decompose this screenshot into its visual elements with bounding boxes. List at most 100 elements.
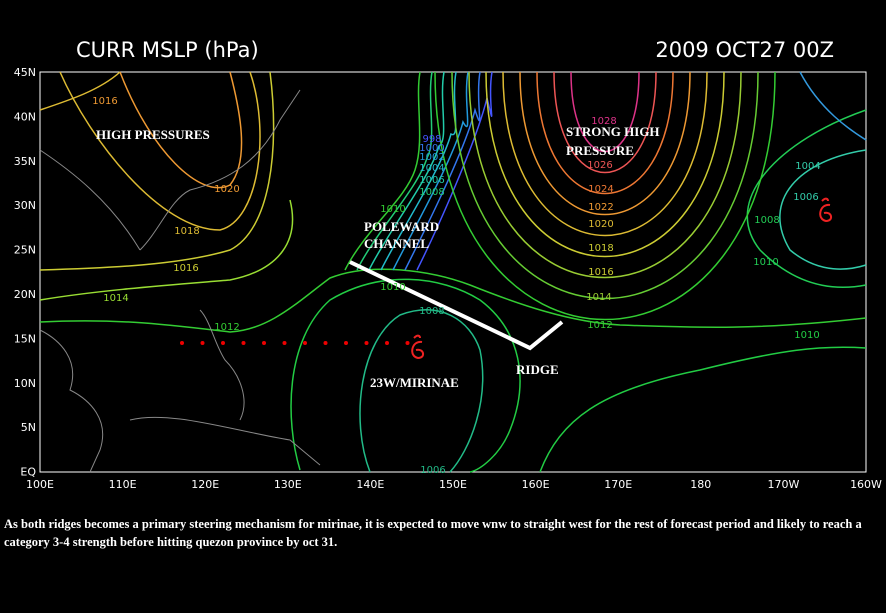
lat-label: 40N bbox=[14, 110, 36, 123]
isobar bbox=[779, 149, 867, 270]
lat-label: 45N bbox=[14, 66, 36, 79]
track-point bbox=[385, 341, 389, 345]
annotation: 23W/MIRINAE bbox=[370, 375, 459, 390]
annotation: POLEWARD bbox=[364, 219, 439, 234]
contour-label: 1012 bbox=[587, 320, 612, 331]
isobar bbox=[39, 71, 275, 271]
contour-label: 1010 bbox=[380, 204, 405, 215]
contour-label: 1020 bbox=[214, 184, 239, 195]
contour-label: 1026 bbox=[587, 160, 612, 171]
isobar bbox=[39, 268, 867, 333]
lat-label: 10N bbox=[14, 377, 36, 390]
isobar bbox=[39, 71, 121, 111]
track-point bbox=[180, 341, 184, 345]
isobar bbox=[119, 71, 243, 189]
map-frame bbox=[39, 71, 867, 473]
lat-label: 30N bbox=[14, 199, 36, 212]
lat-label: EQ bbox=[20, 466, 36, 479]
isobar bbox=[468, 71, 742, 279]
lon-label: 180 bbox=[690, 478, 711, 491]
typhoon-symbol bbox=[411, 334, 424, 360]
isobar bbox=[368, 71, 445, 271]
isobar bbox=[416, 71, 493, 271]
contour-label: 1028 bbox=[591, 116, 616, 127]
annotation: PRESSURE bbox=[566, 143, 634, 158]
contour-label: 1022 bbox=[588, 202, 613, 213]
contour-label: 1008 bbox=[754, 215, 779, 226]
coastline bbox=[39, 149, 141, 251]
contour-label: 1014 bbox=[586, 292, 611, 303]
isobar bbox=[39, 199, 294, 301]
track-point bbox=[241, 341, 246, 345]
annotation: RIDGE bbox=[516, 362, 559, 377]
lat-label: 15N bbox=[14, 332, 36, 345]
date: 2009 OCT27 00Z bbox=[655, 38, 834, 62]
contour-label: 1012 bbox=[214, 322, 239, 333]
lat-label: 35N bbox=[14, 155, 36, 168]
lon-label: 100E bbox=[26, 478, 54, 491]
lon-label: 120E bbox=[191, 478, 219, 491]
isobar bbox=[539, 346, 867, 473]
contour-label: 1000 bbox=[419, 143, 444, 154]
contour-label: 1016 bbox=[588, 267, 613, 278]
track-point bbox=[303, 341, 307, 345]
isobar bbox=[536, 71, 674, 195]
contour-label: 1010 bbox=[794, 330, 819, 341]
isobar bbox=[344, 71, 421, 271]
lat-label: 20N bbox=[14, 288, 36, 301]
isobar bbox=[392, 71, 469, 271]
contour-label: 1010 bbox=[753, 257, 778, 268]
contour-label: 1008 bbox=[419, 187, 444, 198]
contour-label: 1018 bbox=[588, 243, 613, 254]
isobar bbox=[404, 71, 481, 271]
contour-label: 1002 bbox=[419, 152, 444, 163]
lat-label: 25N bbox=[14, 244, 36, 257]
contour-label: 1004 bbox=[419, 163, 444, 174]
contour-label: 1016 bbox=[92, 96, 117, 107]
lat-label: 5N bbox=[21, 421, 36, 434]
lon-label: 150E bbox=[439, 478, 467, 491]
contour-label: 1020 bbox=[588, 219, 613, 230]
coastline bbox=[199, 309, 245, 421]
contour-label: 1014 bbox=[103, 293, 128, 304]
isobar bbox=[434, 71, 776, 321]
coastlines bbox=[39, 89, 321, 473]
lon-label: 160W bbox=[850, 478, 882, 491]
track-point bbox=[344, 341, 348, 345]
isobar bbox=[502, 71, 708, 237]
coastline bbox=[139, 89, 301, 251]
coastline bbox=[39, 329, 104, 473]
isobar bbox=[290, 278, 521, 473]
isobar bbox=[59, 71, 261, 231]
track-point bbox=[405, 341, 410, 345]
track-point bbox=[262, 341, 266, 345]
contour-label: 1016 bbox=[173, 263, 198, 274]
contour-label: 1008 bbox=[419, 306, 444, 317]
storm-track bbox=[180, 341, 410, 345]
annotation: STRONG HIGH bbox=[566, 124, 660, 139]
contour-label: 998 bbox=[422, 134, 441, 145]
isobar bbox=[799, 71, 867, 141]
isobar bbox=[485, 71, 725, 258]
isobar bbox=[451, 71, 759, 300]
isobar bbox=[553, 71, 657, 174]
typhoon-symbol bbox=[819, 197, 832, 223]
isobar bbox=[746, 109, 867, 289]
annotation: CHANNEL bbox=[364, 236, 429, 251]
lon-label: 130E bbox=[274, 478, 302, 491]
contour-label: 1024 bbox=[588, 184, 613, 195]
annotation: HIGH PRESSURES bbox=[96, 127, 210, 142]
track-point bbox=[282, 341, 287, 345]
contour-label: 1006 bbox=[420, 465, 445, 476]
title: CURR MSLP (hPa) bbox=[76, 38, 259, 62]
isobar bbox=[380, 71, 457, 271]
contour-label: 1006 bbox=[793, 192, 818, 203]
coastline bbox=[129, 416, 321, 466]
isobar bbox=[359, 309, 484, 473]
isobars bbox=[39, 71, 867, 473]
track-point bbox=[323, 341, 328, 345]
caption: As both ridges becomes a primary steerin… bbox=[4, 517, 862, 549]
lon-label: 110E bbox=[109, 478, 137, 491]
